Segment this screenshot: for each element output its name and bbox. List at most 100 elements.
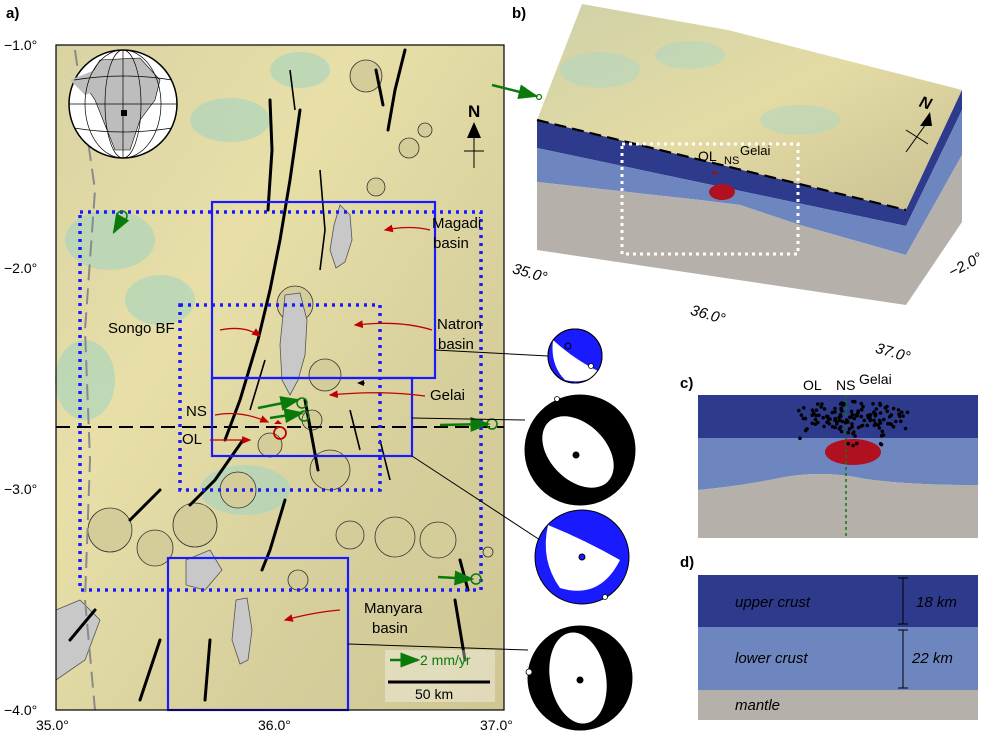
earthquake-point	[894, 419, 898, 424]
relief-patches	[55, 52, 330, 515]
earthquake-point	[873, 412, 878, 417]
map-axes: −1.0° −2.0° −3.0° −4.0° 35.0° 36.0° 37.0…	[4, 37, 513, 733]
natron-basin-label: basin	[438, 336, 474, 353]
block-side-lower	[906, 110, 962, 255]
earthquake-point	[846, 442, 850, 446]
earthquake-point	[847, 427, 852, 431]
section-mantle	[698, 474, 978, 538]
panel-b-label: b)	[512, 5, 526, 22]
earthquake-point	[856, 409, 860, 413]
lat-tick-4: −4.0°	[4, 702, 37, 718]
layer-lower-label: lower crust	[735, 650, 808, 667]
layer-upper	[698, 575, 978, 627]
block-north-arrow: N	[905, 94, 934, 153]
earthquake-point	[891, 424, 896, 429]
block-top-surface	[537, 4, 962, 210]
leader-1	[434, 349, 549, 357]
earthquake-point	[905, 410, 910, 415]
earthquake-point	[803, 428, 808, 433]
ol-station	[273, 426, 287, 440]
earthquake-point	[860, 423, 865, 428]
section-ns-label: NS	[836, 377, 855, 393]
earthquake-point	[827, 422, 832, 426]
earthquake-point	[861, 404, 865, 409]
earthquake-point	[903, 426, 908, 431]
earthquake-point	[859, 414, 864, 419]
block-lat-tick: −2.0°	[946, 249, 985, 281]
block-magma	[709, 184, 735, 200]
magadi-label: Magadi	[432, 215, 481, 232]
earthquake-point	[878, 411, 883, 415]
block-ol-label: OL	[698, 148, 717, 164]
beachball-3	[534, 509, 630, 605]
earthquake-point	[810, 413, 814, 418]
velocity-label: 2 mm/yr	[420, 652, 471, 668]
earthquake-point	[827, 417, 831, 422]
earthquake-point	[810, 408, 815, 413]
layer-upper-thickness: 18 km	[916, 594, 957, 611]
earthquake-point	[813, 417, 818, 422]
earthquake-point	[819, 405, 823, 409]
earthquake-point	[814, 413, 818, 418]
earthquake-point	[820, 402, 824, 406]
earthquake-point	[880, 429, 885, 434]
focal-mechanisms	[347, 328, 636, 731]
earthquake-point	[901, 414, 905, 418]
ns-marker	[274, 420, 282, 424]
map-frame	[55, 44, 505, 711]
earthquake-point	[837, 418, 842, 423]
outer-dotted-box	[78, 210, 483, 592]
layer-model: upper crust lower crust mantle 18 km 22 …	[698, 575, 978, 720]
label-arrows	[210, 224, 433, 622]
earthquake-point	[833, 416, 838, 421]
earthquake-point	[816, 402, 820, 406]
earthquake-point	[822, 407, 827, 411]
ol-label: OL	[182, 431, 202, 448]
earthquake-point	[798, 436, 802, 441]
map-labels: Magadi basin Natron basin Gelai Songo BF…	[108, 215, 482, 637]
block-lon-tick-1: 35.0°	[510, 260, 549, 286]
connector-vector	[491, 83, 539, 100]
earthquake-point	[896, 408, 901, 412]
earthquake-point	[889, 422, 894, 427]
earthquake-point	[872, 418, 876, 423]
earthquake-point	[899, 419, 903, 424]
magadi-basin-label: basin	[433, 235, 469, 252]
earthquake-point	[802, 406, 806, 410]
earthquake-point	[871, 402, 875, 406]
earthquake-point	[852, 416, 857, 421]
map-panel: N Magadi basin Natron basin Gelai Songo …	[55, 44, 505, 712]
earthquake-point	[862, 418, 867, 423]
panel-c-label: c)	[680, 375, 693, 392]
earthquake-point	[850, 413, 855, 417]
earthquake-point	[822, 424, 826, 429]
lon-tick-1: 35.0°	[36, 717, 69, 733]
leader-2	[411, 417, 526, 421]
earthquake-point	[797, 408, 801, 413]
earthquake-point	[840, 419, 845, 424]
layer-upper-label: upper crust	[735, 594, 811, 611]
earthquake-point	[866, 415, 871, 420]
block-front-lower	[537, 148, 906, 255]
earthquake-point	[882, 417, 886, 422]
plate-boundary-dashed	[74, 49, 97, 711]
lat-tick-3: −3.0°	[4, 481, 37, 497]
earthquake-point	[859, 401, 864, 406]
earthquake-point	[826, 414, 830, 419]
earthquake-point	[873, 422, 878, 426]
earthquake-point	[878, 401, 882, 406]
earthquake-point	[839, 429, 844, 434]
ns-label: NS	[186, 403, 207, 420]
earthquake-point	[853, 399, 857, 404]
earthquake-point	[879, 442, 884, 447]
earthquake-point	[833, 406, 837, 411]
section-magma	[825, 439, 881, 465]
earthquake-point	[877, 426, 882, 430]
lon-tick-3: 37.0°	[480, 717, 513, 733]
earthquake-point	[813, 422, 818, 427]
earthquake-point	[874, 407, 879, 411]
block-ns-label: NS	[724, 155, 739, 167]
lon-tick-2: 36.0°	[258, 717, 291, 733]
earthquake-point	[854, 413, 858, 417]
earthquake-point	[799, 413, 804, 417]
